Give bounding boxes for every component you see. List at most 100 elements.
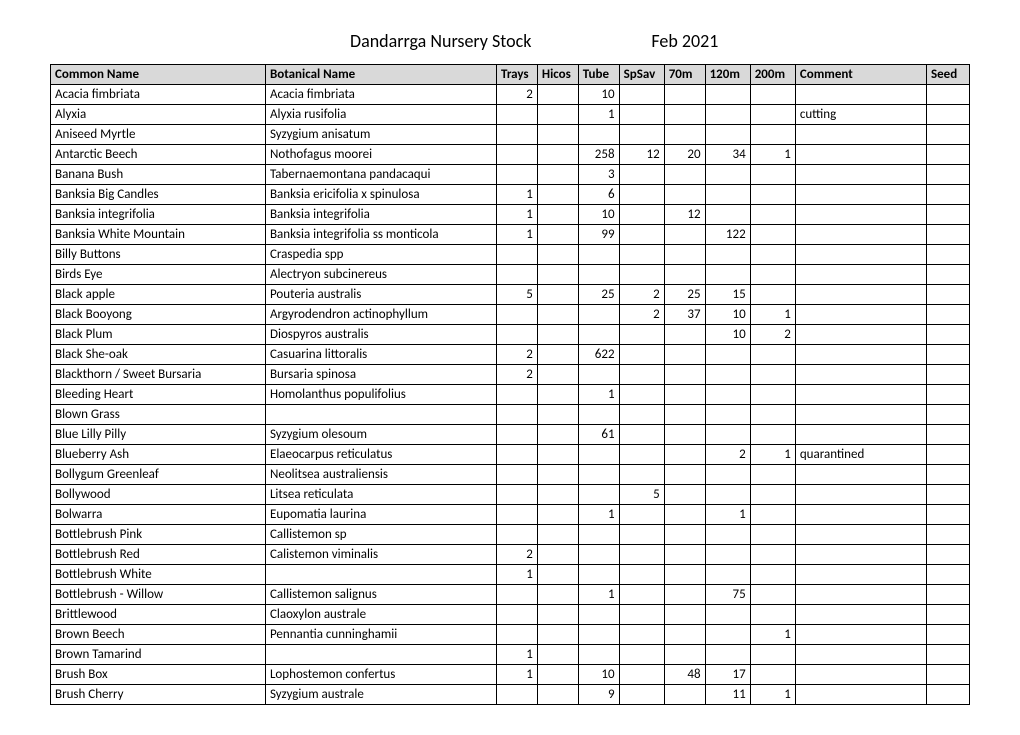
table-cell xyxy=(497,485,538,505)
table-row: Billy ButtonsCraspedia spp xyxy=(51,245,970,265)
table-row: Bottlebrush RedCalistemon viminalis2 xyxy=(51,545,970,565)
table-cell: 1 xyxy=(750,305,795,325)
table-cell xyxy=(705,165,750,185)
table-cell xyxy=(926,205,969,225)
table-cell xyxy=(705,525,750,545)
table-cell xyxy=(578,365,619,385)
table-row: Black She-oakCasuarina littoralis2622 xyxy=(51,345,970,365)
table-cell: 75 xyxy=(705,585,750,605)
table-cell xyxy=(795,505,926,525)
table-cell xyxy=(497,685,538,705)
table-cell xyxy=(750,185,795,205)
table-cell xyxy=(926,145,969,165)
table-cell xyxy=(926,605,969,625)
table-cell xyxy=(497,105,538,125)
table-cell xyxy=(750,665,795,685)
table-cell: 5 xyxy=(497,285,538,305)
table-cell xyxy=(705,545,750,565)
table-cell xyxy=(926,405,969,425)
table-cell xyxy=(926,385,969,405)
table-cell: 1 xyxy=(578,385,619,405)
table-cell xyxy=(664,405,705,425)
table-cell xyxy=(664,605,705,625)
table-cell: 258 xyxy=(578,145,619,165)
table-cell: Bolwarra xyxy=(51,505,266,525)
table-cell: 2 xyxy=(497,365,538,385)
table-cell xyxy=(795,385,926,405)
table-cell xyxy=(619,565,664,585)
table-row: Banksia Big CandlesBanksia ericifolia x … xyxy=(51,185,970,205)
table-cell xyxy=(497,125,538,145)
table-cell xyxy=(926,365,969,385)
table-cell: 1 xyxy=(750,445,795,465)
table-cell xyxy=(537,645,578,665)
table-cell xyxy=(578,445,619,465)
table-cell xyxy=(664,645,705,665)
table-row: AlyxiaAlyxia rusifolia1cutting xyxy=(51,105,970,125)
table-cell xyxy=(578,305,619,325)
table-cell xyxy=(926,485,969,505)
table-cell xyxy=(537,325,578,345)
table-cell: Aniseed Myrtle xyxy=(51,125,266,145)
table-cell xyxy=(619,465,664,485)
table-cell xyxy=(497,465,538,485)
table-row: Acacia fimbriataAcacia fimbriata210 xyxy=(51,85,970,105)
table-cell: Bollygum Greenleaf xyxy=(51,465,266,485)
table-cell: 1 xyxy=(578,105,619,125)
table-header: Common NameBotanical NameTraysHicosTubeS… xyxy=(51,65,970,85)
table-cell xyxy=(578,325,619,345)
table-cell: 5 xyxy=(619,485,664,505)
table-cell xyxy=(795,665,926,685)
table-cell xyxy=(537,365,578,385)
table-cell xyxy=(497,265,538,285)
table-row: BollywoodLitsea reticulata5 xyxy=(51,485,970,505)
table-cell xyxy=(664,125,705,145)
table-cell xyxy=(664,385,705,405)
table-cell xyxy=(664,545,705,565)
table-cell: Diospyros australis xyxy=(265,325,496,345)
table-cell xyxy=(926,585,969,605)
table-cell xyxy=(664,485,705,505)
table-cell: 1 xyxy=(497,665,538,685)
table-cell xyxy=(578,245,619,265)
table-cell xyxy=(537,525,578,545)
table-cell xyxy=(705,265,750,285)
table-cell xyxy=(578,545,619,565)
table-cell: Birds Eye xyxy=(51,265,266,285)
table-cell: Black Booyong xyxy=(51,305,266,325)
table-cell xyxy=(750,165,795,185)
table-cell xyxy=(578,525,619,545)
table-cell xyxy=(537,185,578,205)
table-cell xyxy=(705,645,750,665)
table-cell: 10 xyxy=(705,305,750,325)
table-cell xyxy=(578,565,619,585)
table-cell xyxy=(578,625,619,645)
table-cell: 3 xyxy=(578,165,619,185)
table-cell xyxy=(750,285,795,305)
table-cell: Banksia ericifolia x spinulosa xyxy=(265,185,496,205)
table-cell xyxy=(265,405,496,425)
table-cell xyxy=(926,165,969,185)
table-cell: Alyxia xyxy=(51,105,266,125)
table-cell: Homolanthus populifolius xyxy=(265,385,496,405)
table-cell: Calistemon viminalis xyxy=(265,545,496,565)
table-cell: 1 xyxy=(705,505,750,525)
table-cell xyxy=(750,645,795,665)
table-cell xyxy=(795,545,926,565)
table-cell: 25 xyxy=(664,285,705,305)
table-cell: Syzygium australe xyxy=(265,685,496,705)
table-cell xyxy=(619,665,664,685)
table-cell xyxy=(619,345,664,365)
table-cell: 2 xyxy=(497,85,538,105)
table-cell xyxy=(578,125,619,145)
table-cell: Blue Lilly Pilly xyxy=(51,425,266,445)
table-cell xyxy=(537,565,578,585)
table-cell: 1 xyxy=(497,185,538,205)
table-cell: Banksia Big Candles xyxy=(51,185,266,205)
table-cell xyxy=(750,125,795,145)
table-cell xyxy=(926,325,969,345)
table-cell xyxy=(926,685,969,705)
table-cell xyxy=(795,145,926,165)
table-cell xyxy=(497,245,538,265)
table-cell: 1 xyxy=(578,585,619,605)
